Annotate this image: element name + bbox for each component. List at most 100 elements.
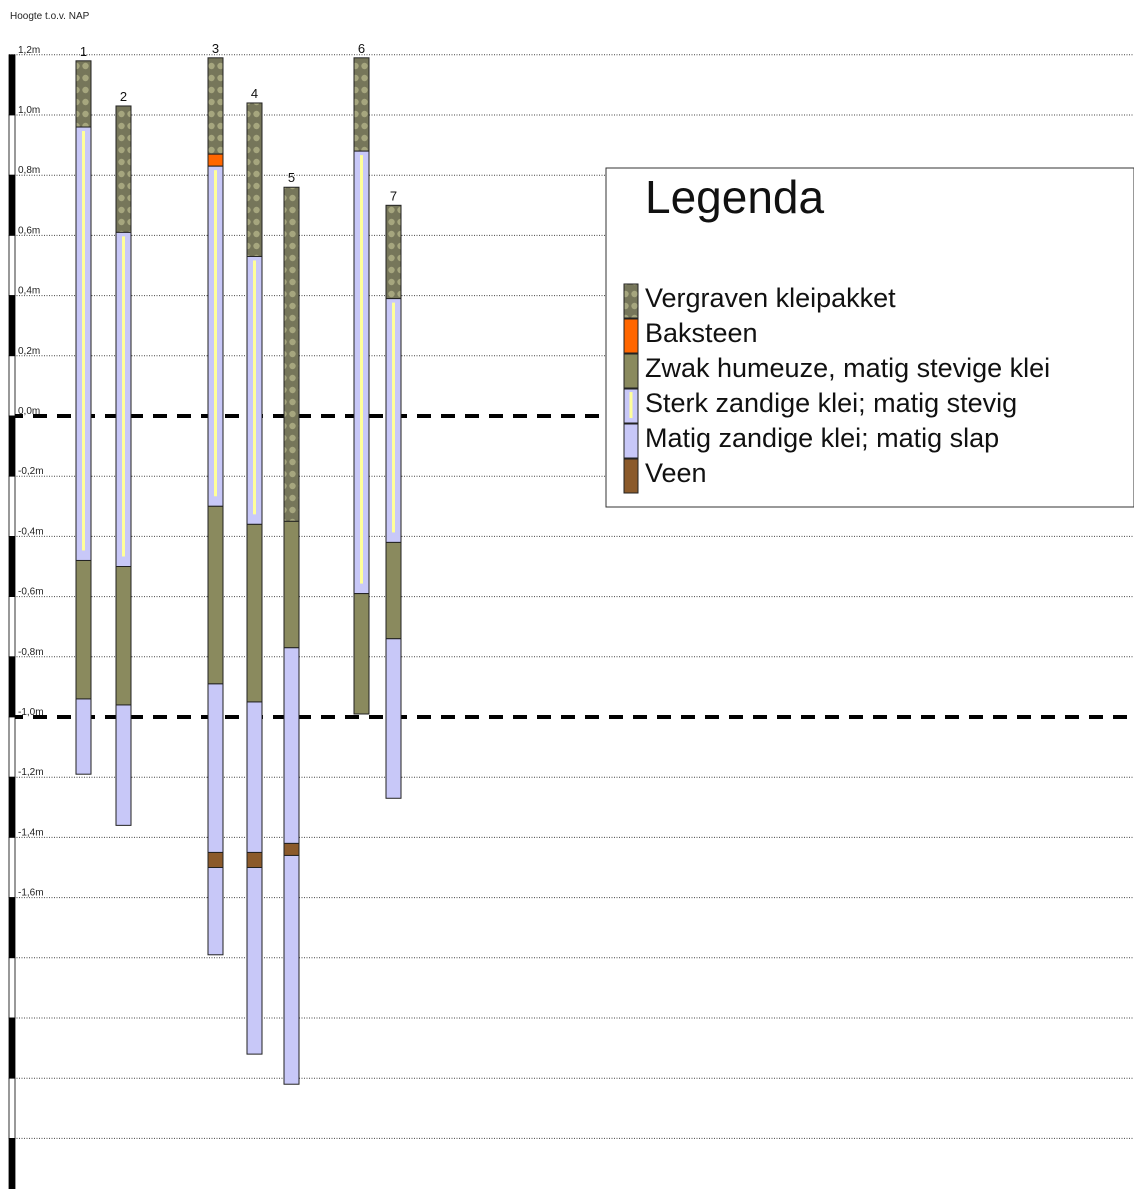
scale-segment: [8, 415, 16, 477]
tick-label: 0,4m: [18, 286, 40, 297]
scale-segment: [8, 596, 16, 658]
scale-segment: [8, 475, 16, 537]
scale-segment: [8, 1017, 16, 1079]
legend-swatch: [623, 458, 639, 494]
legend-item-matig_zandig: Matig zandige klei; matig slap: [623, 423, 999, 459]
layer-vergraven: [385, 204, 402, 300]
legend-label: Vergraven kleipakket: [645, 283, 896, 313]
layer-stripe: [214, 170, 217, 497]
layer-vergraven: [115, 105, 132, 233]
layer-veen: [207, 851, 224, 869]
tick-label: -0,8m: [18, 647, 44, 658]
layer-stripe: [82, 131, 85, 551]
tick-labels: 1,2m 1,0m 0,8m 0,6m 0,4m 0,2m 0,0m -0,2m -0,4m -0…: [18, 45, 44, 899]
tick-label: 0,8m: [18, 165, 40, 176]
legend-item-sterk_zandig: Sterk zandige klei; matig stevig: [623, 388, 1017, 424]
legend-label: Matig zandige klei; matig slap: [645, 423, 999, 453]
borehole-label: 5: [288, 170, 295, 185]
scale-segment: [8, 295, 16, 357]
layer-humeuze: [246, 523, 263, 703]
axis-title: Hoogte t.o.v. NAP: [10, 11, 90, 22]
layer-matig_zandig: [246, 701, 263, 853]
legend-label: Zwak humeuze, matig stevige klei: [645, 353, 1050, 383]
layer-humeuze: [207, 505, 224, 685]
scale-segment: [8, 234, 16, 296]
legend-item-baksteen: Baksteen: [623, 318, 758, 354]
tick-label: 0,2m: [18, 346, 40, 357]
layer-matig_zandig: [75, 698, 92, 775]
scale-segment: [8, 1077, 16, 1139]
scale-segment: [8, 536, 16, 598]
legend-label: Baksteen: [645, 318, 758, 348]
vertical-scale-bar: [8, 54, 16, 1189]
legend: Legenda Vergraven kleipakket Baksteen Zwak…: [605, 167, 1134, 508]
legend-item-veen: Veen: [623, 458, 707, 494]
layer-humeuze: [385, 541, 402, 640]
legend-swatch: [623, 423, 639, 459]
legend-swatch: [623, 353, 639, 389]
tick-label: -0,2m: [18, 466, 44, 477]
layer-humeuze: [75, 559, 92, 700]
layer-baksteen: [207, 153, 224, 167]
layer-matig_zandig: [283, 647, 300, 844]
scale-segment: [8, 837, 16, 899]
scale-segment: [8, 897, 16, 959]
scale-segment: [8, 1138, 16, 1189]
legend-items: Vergraven kleipakket Baksteen Zwak humeuze…: [623, 283, 1050, 494]
scale-segment: [8, 716, 16, 778]
legend-swatch: [623, 283, 639, 319]
legend-item-vergraven: Vergraven kleipakket: [623, 283, 896, 319]
scale-segment: [8, 957, 16, 1019]
borehole-5: 5: [283, 170, 300, 1085]
borehole-7: 7: [385, 188, 402, 799]
borehole-label: 1: [80, 44, 87, 59]
legend-box: [605, 167, 1134, 508]
borehole-3: 3: [207, 41, 224, 956]
layer-matig_zandig: [207, 683, 224, 853]
borehole-2: 2: [115, 89, 132, 826]
borehole-6: 6: [353, 41, 370, 715]
scale-segment: [8, 355, 16, 417]
tick-label: -0,6m: [18, 587, 44, 598]
layer-veen: [246, 851, 263, 869]
tick-label: 0,0m: [18, 406, 40, 417]
tick-label: -1,0m: [18, 707, 44, 718]
scale-segment: [8, 54, 16, 116]
borehole-label: 6: [358, 41, 365, 56]
layer-stripe: [392, 302, 395, 533]
layer-matig_zandig: [246, 867, 263, 1055]
scale-segment: [8, 174, 16, 236]
layer-vergraven: [283, 186, 300, 522]
layer-stripe: [360, 155, 363, 584]
scale-segment: [8, 776, 16, 838]
tick-label: 1,2m: [18, 45, 40, 56]
borehole-4: 4: [246, 86, 263, 1055]
layer-humeuze: [115, 566, 132, 706]
layer-matig_zandig: [207, 867, 224, 956]
tick-label: 1,0m: [18, 105, 40, 116]
tick-label: -1,2m: [18, 767, 44, 778]
borehole-label: 2: [120, 89, 127, 104]
layer-vergraven: [246, 102, 263, 257]
layer-matig_zandig: [115, 704, 132, 826]
tick-label: -0,4m: [18, 526, 44, 537]
layer-humeuze: [353, 593, 370, 715]
tick-label: 0,6m: [18, 225, 40, 236]
tick-label: -1,4m: [18, 827, 44, 838]
layer-vergraven: [207, 57, 224, 155]
layer-vergraven: [353, 57, 370, 152]
borehole-1: 1: [75, 44, 92, 775]
layer-veen: [283, 842, 300, 856]
legend-title: Legenda: [645, 171, 824, 223]
layer-stripe: [253, 260, 256, 515]
layer-matig_zandig: [385, 638, 402, 799]
legend-item-humeuze: Zwak humeuze, matig stevige klei: [623, 353, 1050, 389]
borehole-columns: 1 2 3 4 5 6 7: [75, 41, 402, 1085]
scale-segment: [8, 114, 16, 176]
layer-matig_zandig: [283, 854, 300, 1085]
borehole-label: 7: [390, 188, 397, 203]
layer-stripe: [122, 236, 125, 557]
layer-vergraven: [75, 60, 92, 128]
layer-humeuze: [283, 520, 300, 649]
